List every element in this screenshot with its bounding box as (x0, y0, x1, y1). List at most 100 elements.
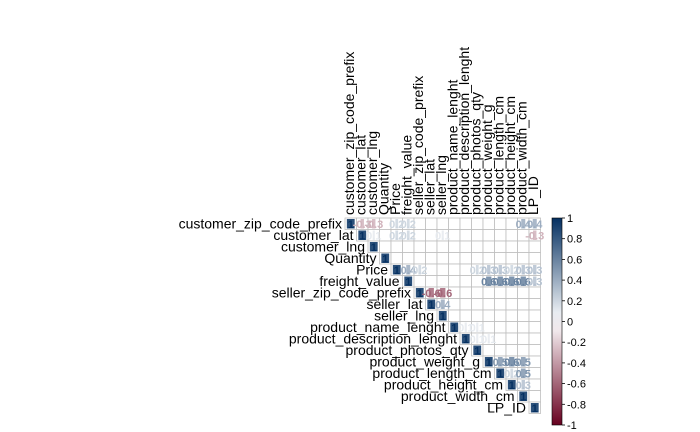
cell-value-label: 1 (440, 311, 446, 323)
grid-cell (505, 252, 518, 265)
cell-mark (360, 219, 364, 229)
cell-value-label: -0.6 (433, 288, 452, 300)
grid-cell (379, 240, 392, 253)
grid-cell (528, 321, 541, 334)
grid-cell (505, 286, 518, 299)
grid-cell (482, 229, 495, 242)
cell-mark (475, 265, 479, 275)
grid-cell (436, 263, 449, 276)
cell-mark (406, 230, 410, 240)
cell-value-label: 0.1 (470, 334, 485, 346)
column-label: product_height_cm (502, 96, 518, 215)
grid-cell (459, 240, 472, 253)
cell-mark (476, 322, 479, 332)
cell-mark (510, 265, 514, 275)
cell-value-label: -0.3 (364, 219, 383, 231)
grid-cell (494, 286, 507, 299)
grid-cell (471, 286, 484, 299)
cell-mark (406, 219, 410, 229)
grid-cell (505, 240, 518, 253)
cell-mark (532, 219, 537, 229)
cell-value-label: 0.1 (435, 230, 450, 242)
colorbar-tick-label: -1 (567, 420, 577, 432)
grid-cell (471, 298, 484, 311)
grid-cell (528, 298, 541, 311)
colorbar: 1 0.8 0.6 0.4 0.2 0 -0.2 -0.4 -0.6 -0.8 -1 (551, 213, 586, 432)
grid-cell (436, 217, 449, 230)
grid-cell (517, 286, 530, 299)
cell-value-label: 0.2 (504, 265, 519, 277)
cell-value-label: 1 (451, 322, 457, 334)
cell-value-label: 0.2 (504, 368, 519, 380)
grid-cell (459, 217, 472, 230)
cell-mark (440, 299, 445, 309)
cell-value-label: 0.6 (504, 276, 519, 288)
cell-mark (520, 368, 526, 378)
column-label: customer_zip_code_prefix (341, 52, 357, 215)
grid-cell (528, 286, 541, 299)
row-label: product_width_cm (401, 388, 515, 404)
colorbar-tick-label: -0.6 (567, 379, 586, 391)
cell-mark (346, 219, 355, 229)
grid-cell (471, 229, 484, 242)
cell-value-label: 0.3 (493, 265, 508, 277)
cell-mark (395, 230, 399, 240)
grid-cell (459, 275, 472, 288)
column-label: product_photos_qty (468, 92, 484, 215)
column-label: customer_lat (353, 135, 369, 215)
row-label: Price (356, 261, 388, 277)
grid-cell (425, 275, 438, 288)
grid-cell (528, 309, 541, 322)
cell-mark (533, 276, 537, 286)
column-labels: customer_zip_code_prefixcustomer_latcust… (341, 47, 541, 215)
cell-value-label: 0.3 (516, 265, 531, 277)
row-label: product_length_cm (372, 365, 491, 381)
row-label: seller_lat (366, 296, 422, 312)
column-label: product_name_lenght (445, 79, 461, 215)
cell-value-label: -0.3 (525, 230, 544, 242)
cell-mark (486, 276, 492, 286)
grid-cell (425, 240, 438, 253)
cell-mark (487, 334, 490, 344)
row-label: Quantity (324, 250, 376, 266)
grid-cell (459, 252, 472, 265)
grid-cell (505, 344, 518, 357)
row-label: LP_ID (487, 399, 526, 415)
grid-cell (459, 298, 472, 311)
row-label: customer_lat (273, 227, 353, 243)
cell-value-label: 1 (417, 288, 423, 300)
cell-mark (450, 322, 459, 332)
grid-cell (425, 217, 438, 230)
cell-value-label: 1 (371, 242, 377, 254)
column-label: Quantity (376, 163, 392, 215)
cell-value-label: 0.5 (516, 357, 531, 369)
grid-cell (413, 240, 426, 253)
cell-value-label: 0.1 (366, 230, 381, 242)
grid-cell (402, 252, 415, 265)
cell-mark (510, 368, 514, 378)
cell-value-label: 1 (474, 345, 480, 357)
cell-mark (392, 265, 401, 275)
cell-value-label: 0.2 (389, 219, 404, 231)
grid-cell (517, 309, 530, 322)
colorbar-tick-label: -0.2 (567, 337, 586, 349)
cell-mark (358, 230, 367, 240)
cell-value-label: 0.6 (516, 276, 531, 288)
grid-cell (528, 390, 541, 403)
column-label: LP_ID (525, 176, 541, 215)
cell-value-label: 0.2 (389, 230, 404, 242)
row-label: customer_zip_code_prefix (179, 215, 342, 231)
grid-cell (436, 240, 449, 253)
grid-cell (471, 309, 484, 322)
row-label: product_name_lenght (310, 319, 446, 335)
colorbar-tick-label: -0.8 (567, 399, 586, 411)
cell-mark (497, 357, 503, 367)
grid-cell (448, 275, 461, 288)
cell-value-label: 0.3 (516, 380, 531, 392)
grid-cell (448, 263, 461, 276)
grid-cell (505, 332, 518, 345)
cell-mark (533, 230, 537, 240)
cell-mark (533, 265, 537, 275)
row-label: seller_zip_code_prefix (272, 284, 411, 300)
cell-value-label: 1 (348, 219, 354, 231)
